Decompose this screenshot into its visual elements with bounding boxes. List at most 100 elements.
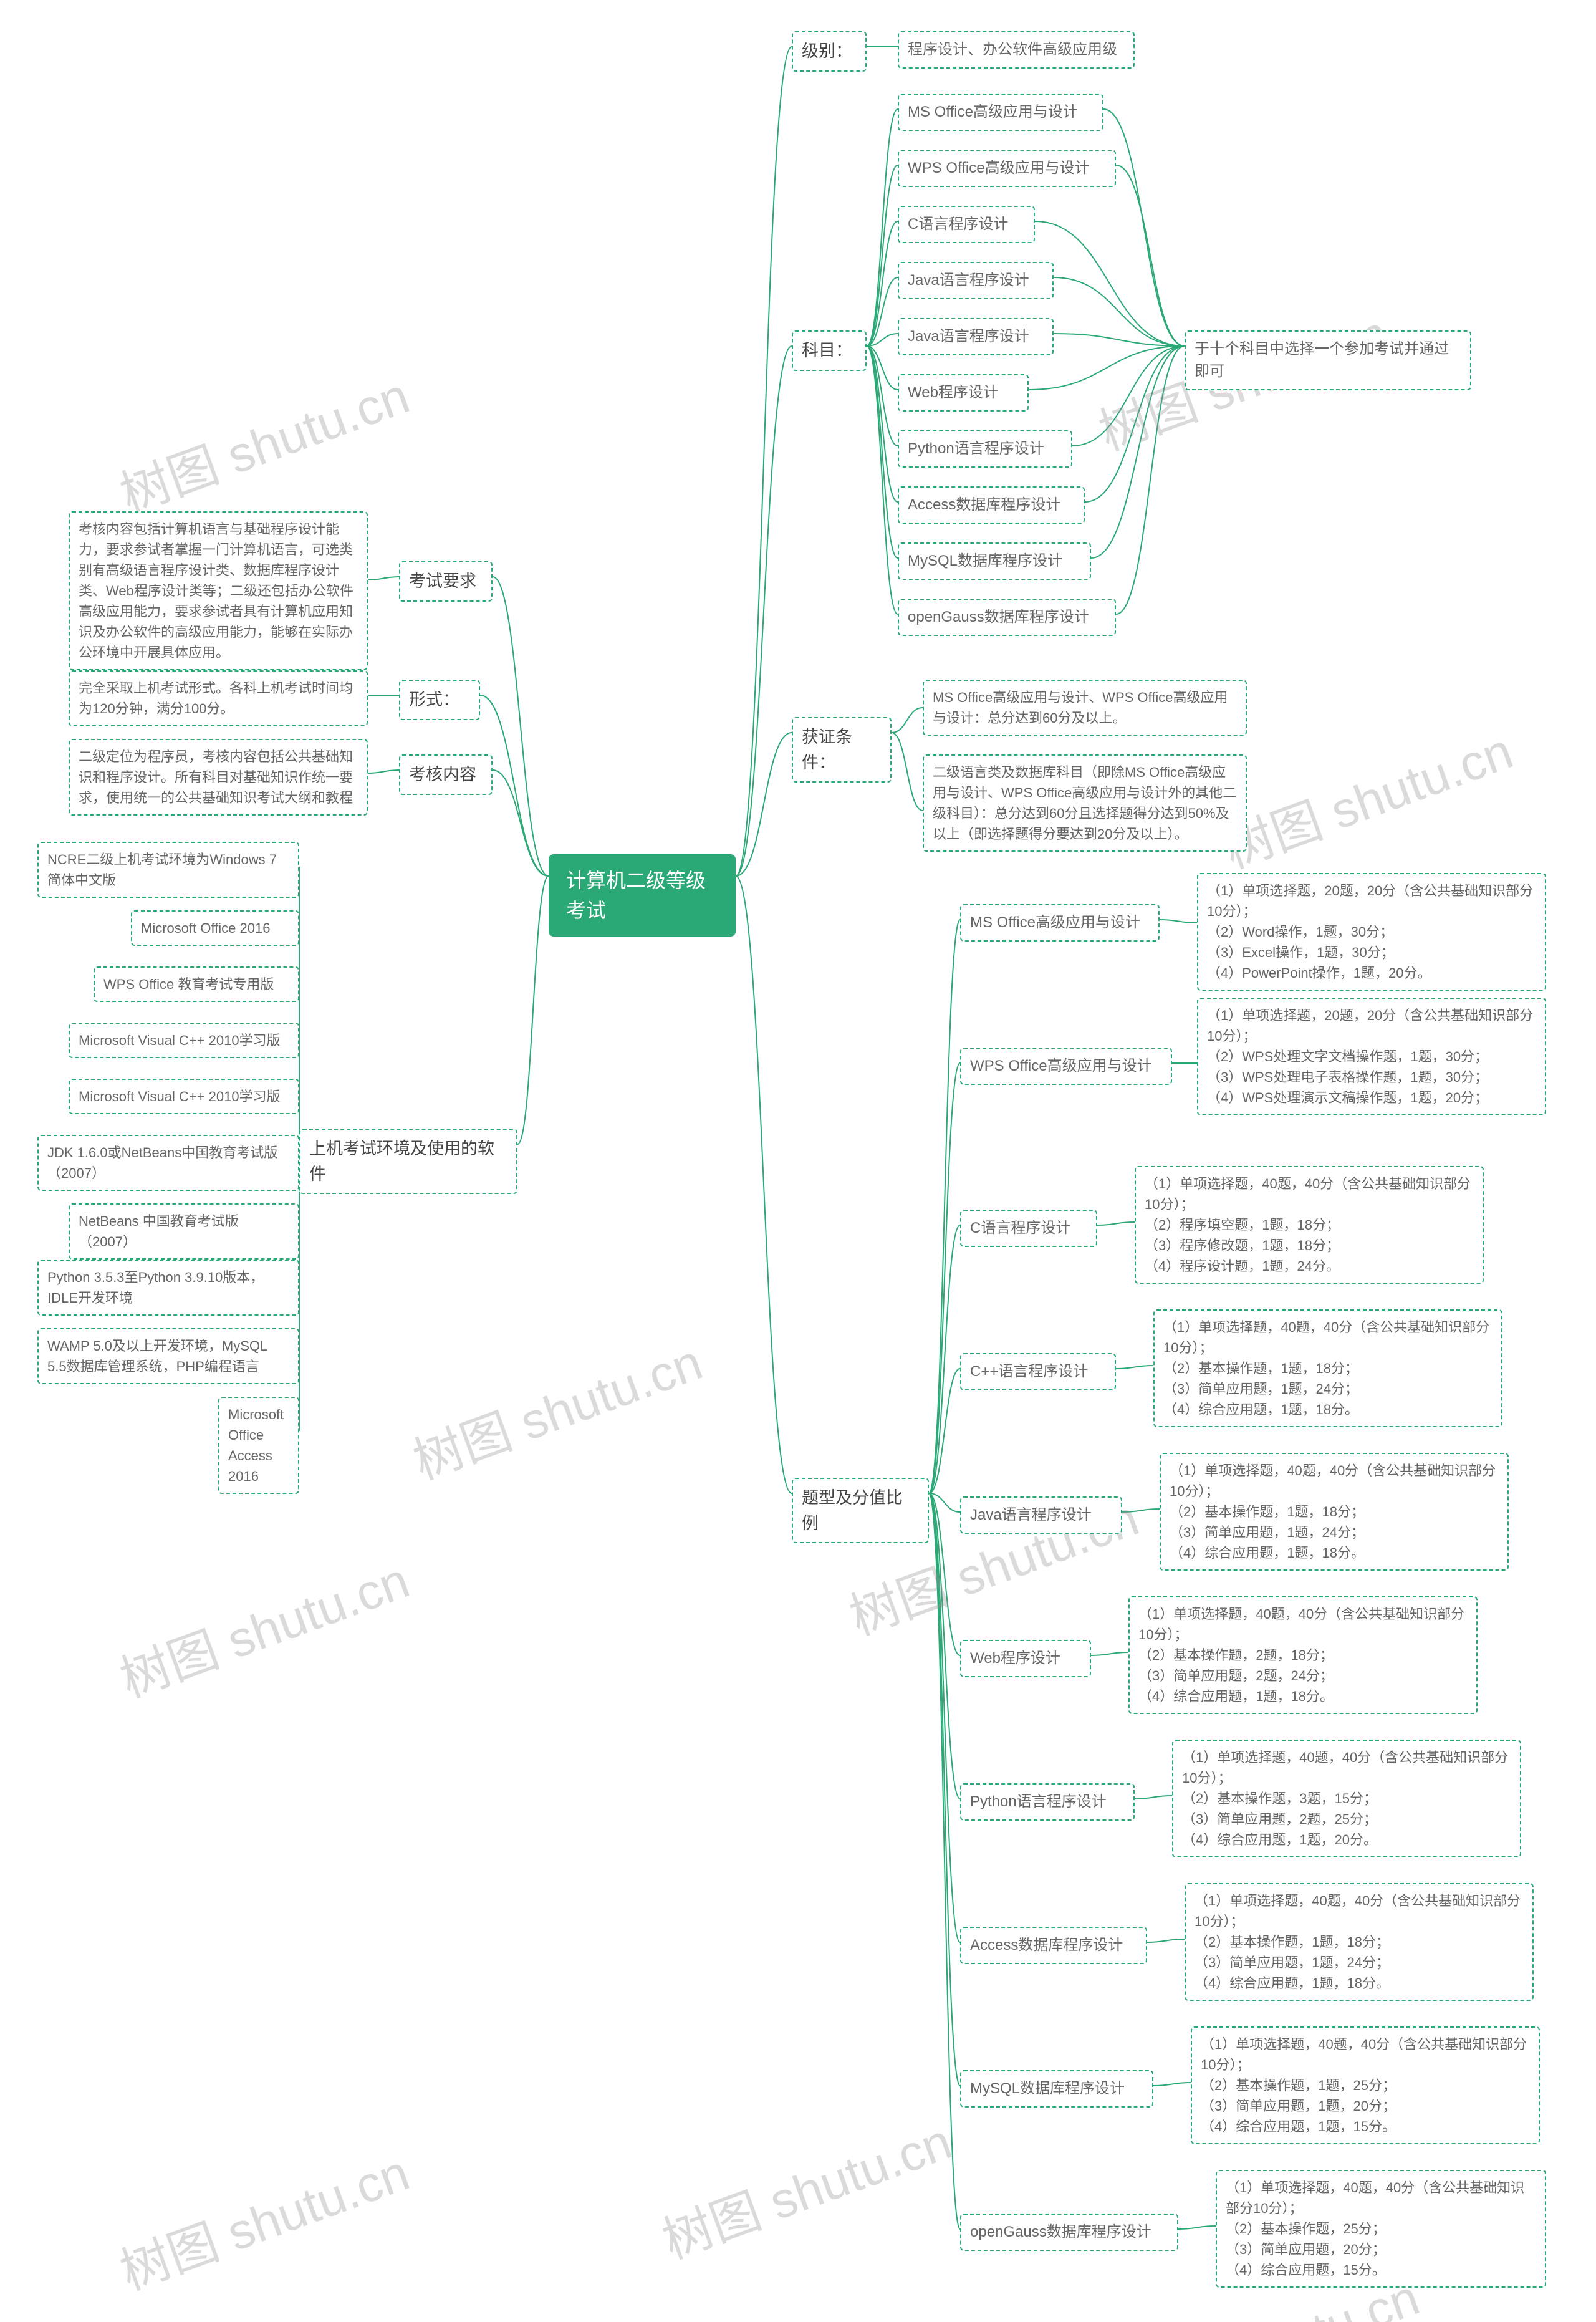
node-q5d[interactable]: （1）单项选择题，40题，40分（含公共基础知识部分10分）； （2）基本操作题… bbox=[1160, 1453, 1509, 1571]
edge bbox=[929, 1369, 960, 1493]
watermark: 树图 shutu.cn bbox=[109, 2133, 418, 2305]
node-n_s7[interactable]: Python语言程序设计 bbox=[898, 430, 1072, 468]
root-node[interactable]: 计算机二级等级考试 bbox=[549, 854, 736, 937]
node-q6d[interactable]: （1）单项选择题，40题，40分（含公共基础知识部分10分）； （2）基本操作题… bbox=[1128, 1596, 1478, 1714]
node-n_qtype[interactable]: 题型及分值比例 bbox=[792, 1478, 929, 1543]
edge bbox=[1103, 109, 1185, 346]
node-e6[interactable]: JDK 1.6.0或NetBeans中国教育考试版（2007） bbox=[37, 1135, 299, 1191]
mindmap-canvas: 树图 shutu.cn 树图 shutu.cn 树图 shutu.cn 树图 shut… bbox=[0, 0, 1596, 2322]
node-n_s9[interactable]: MySQL数据库程序设计 bbox=[898, 542, 1091, 580]
node-n_req[interactable]: 考试要求 bbox=[399, 561, 493, 602]
edge bbox=[1160, 920, 1197, 923]
edge bbox=[1054, 277, 1185, 346]
node-n_req_v[interactable]: 考核内容包括计算机语言与基础程序设计能力，要求参试者掌握一门计算机语言，可选类别… bbox=[69, 511, 368, 670]
node-e2[interactable]: Microsoft Office 2016 bbox=[131, 910, 299, 946]
node-q8[interactable]: Access数据库程序设计 bbox=[960, 1927, 1147, 1964]
edge bbox=[867, 346, 898, 502]
edge bbox=[1147, 1939, 1185, 1942]
node-q4[interactable]: C++语言程序设计 bbox=[960, 1353, 1116, 1390]
edge bbox=[929, 1225, 960, 1493]
edge bbox=[929, 1493, 960, 2086]
node-q4d[interactable]: （1）单项选择题，40题，40分（含公共基础知识部分10分）； （2）基本操作题… bbox=[1153, 1309, 1502, 1427]
edge bbox=[368, 577, 399, 580]
edge bbox=[929, 1493, 960, 1799]
node-n_env[interactable]: 上机考试环境及使用的软件 bbox=[299, 1129, 517, 1194]
node-q6[interactable]: Web程序设计 bbox=[960, 1640, 1091, 1677]
node-e9[interactable]: WAMP 5.0及以上开发环境，MySQL 5.5数据库管理系统，PHP编程语言 bbox=[37, 1328, 299, 1384]
edge bbox=[867, 346, 898, 614]
edge bbox=[929, 1493, 960, 2229]
node-q8d[interactable]: （1）单项选择题，40题，40分（含公共基础知识部分10分）； （2）基本操作题… bbox=[1185, 1883, 1534, 2001]
node-n_s4[interactable]: Java语言程序设计 bbox=[898, 262, 1054, 299]
node-n_cert[interactable]: 获证条件： bbox=[792, 717, 892, 783]
node-q2d[interactable]: （1）单项选择题，20题，20分（含公共基础知识部分10分）； （2）WPS处理… bbox=[1197, 998, 1546, 1115]
edge bbox=[736, 876, 792, 1493]
node-n_form[interactable]: 形式： bbox=[399, 680, 480, 720]
node-q1d[interactable]: （1）单项选择题，20题，20分（含公共基础知识部分10分）； （2）Word操… bbox=[1197, 873, 1546, 991]
node-n_content[interactable]: 考核内容 bbox=[399, 754, 493, 795]
edge bbox=[736, 47, 792, 876]
node-e8[interactable]: Python 3.5.3至Python 3.9.10版本，IDLE开发环境 bbox=[37, 1260, 299, 1316]
node-q3d[interactable]: （1）单项选择题，40题，40分（含公共基础知识部分10分）； （2）程序填空题… bbox=[1135, 1166, 1484, 1284]
node-q2[interactable]: WPS Office高级应用与设计 bbox=[960, 1048, 1172, 1085]
watermark: 树图 shutu.cn bbox=[651, 2102, 960, 2273]
edge bbox=[493, 770, 549, 876]
node-e7[interactable]: NetBeans 中国教育考试版（2007） bbox=[69, 1203, 299, 1260]
edge bbox=[736, 346, 792, 876]
node-n_cert2[interactable]: 二级语言类及数据库科目（即除MS Office高级应用与设计、WPS Offic… bbox=[923, 754, 1247, 852]
node-n_content_v[interactable]: 二级定位为程序员，考核内容包括公共基础知识和程序设计。所有科目对基础知识作统一要… bbox=[69, 739, 368, 816]
edge bbox=[1116, 346, 1185, 614]
node-n_s10[interactable]: openGauss数据库程序设计 bbox=[898, 599, 1116, 636]
node-e4[interactable]: Microsoft Visual C++ 2010学习版 bbox=[69, 1023, 299, 1058]
edge bbox=[892, 708, 923, 733]
node-n_s8[interactable]: Access数据库程序设计 bbox=[898, 486, 1085, 524]
node-e5[interactable]: Microsoft Visual C++ 2010学习版 bbox=[69, 1079, 299, 1114]
node-q9[interactable]: MySQL数据库程序设计 bbox=[960, 2070, 1153, 2108]
watermark: 树图 shutu.cn bbox=[1213, 711, 1521, 883]
node-n_s3[interactable]: C语言程序设计 bbox=[898, 206, 1035, 243]
node-e1[interactable]: NCRE二级上机考试环境为Windows 7简体中文版 bbox=[37, 842, 299, 898]
node-e10[interactable]: Microsoft Office Access 2016 bbox=[218, 1397, 299, 1494]
edge bbox=[1091, 1652, 1128, 1655]
edge bbox=[867, 109, 898, 346]
node-n_subject[interactable]: 科目： bbox=[792, 330, 867, 371]
node-q1[interactable]: MS Office高级应用与设计 bbox=[960, 904, 1160, 942]
node-q7[interactable]: Python语言程序设计 bbox=[960, 1783, 1135, 1821]
node-n_subject_note[interactable]: 于十个科目中选择一个参加考试并通过即可 bbox=[1185, 330, 1471, 390]
edge bbox=[929, 1493, 960, 1512]
edge bbox=[1116, 1366, 1153, 1369]
edge bbox=[1135, 1796, 1172, 1799]
edge bbox=[867, 165, 898, 346]
edge bbox=[493, 577, 549, 876]
node-n_cert1[interactable]: MS Office高级应用与设计、WPS Office高级应用与设计：总分达到6… bbox=[923, 680, 1247, 736]
edge bbox=[929, 1493, 960, 1655]
watermark: 树图 shutu.cn bbox=[109, 1541, 418, 1712]
edge bbox=[1035, 221, 1185, 346]
node-q5[interactable]: Java语言程序设计 bbox=[960, 1496, 1122, 1534]
edge bbox=[867, 334, 898, 346]
edge bbox=[867, 346, 898, 446]
node-q10[interactable]: openGauss数据库程序设计 bbox=[960, 2214, 1178, 2251]
node-n_level[interactable]: 级别： bbox=[792, 31, 867, 72]
edge bbox=[929, 920, 960, 1493]
node-q9d[interactable]: （1）单项选择题，40题，40分（含公共基础知识部分10分）； （2）基本操作题… bbox=[1191, 2026, 1540, 2144]
edge bbox=[867, 221, 898, 346]
edge bbox=[929, 1493, 960, 1942]
edge bbox=[867, 277, 898, 346]
node-q10d[interactable]: （1）单项选择题，40题，40分（含公共基础知识部分10分）； （2）基本操作题… bbox=[1216, 2170, 1546, 2288]
edge bbox=[517, 876, 549, 1144]
edge bbox=[1091, 346, 1185, 558]
edge bbox=[892, 733, 923, 811]
node-q7d[interactable]: （1）单项选择题，40题，40分（含公共基础知识部分10分）； （2）基本操作题… bbox=[1172, 1740, 1521, 1857]
edge bbox=[1153, 2083, 1191, 2086]
node-n_s2[interactable]: WPS Office高级应用与设计 bbox=[898, 150, 1116, 187]
node-n_s1[interactable]: MS Office高级应用与设计 bbox=[898, 94, 1103, 131]
node-e3[interactable]: WPS Office 教育考试专用版 bbox=[94, 966, 299, 1002]
node-q3[interactable]: C语言程序设计 bbox=[960, 1210, 1097, 1247]
node-n_s5[interactable]: Java语言程序设计 bbox=[898, 318, 1054, 355]
node-n_s6[interactable]: Web程序设计 bbox=[898, 374, 1029, 412]
edge bbox=[1178, 2226, 1216, 2229]
edge bbox=[736, 733, 792, 876]
node-n_form_v[interactable]: 完全采取上机考试形式。各科上机考试时间均为120分钟，满分100分。 bbox=[69, 670, 368, 726]
node-n_level_v[interactable]: 程序设计、办公软件高级应用级 bbox=[898, 31, 1135, 69]
